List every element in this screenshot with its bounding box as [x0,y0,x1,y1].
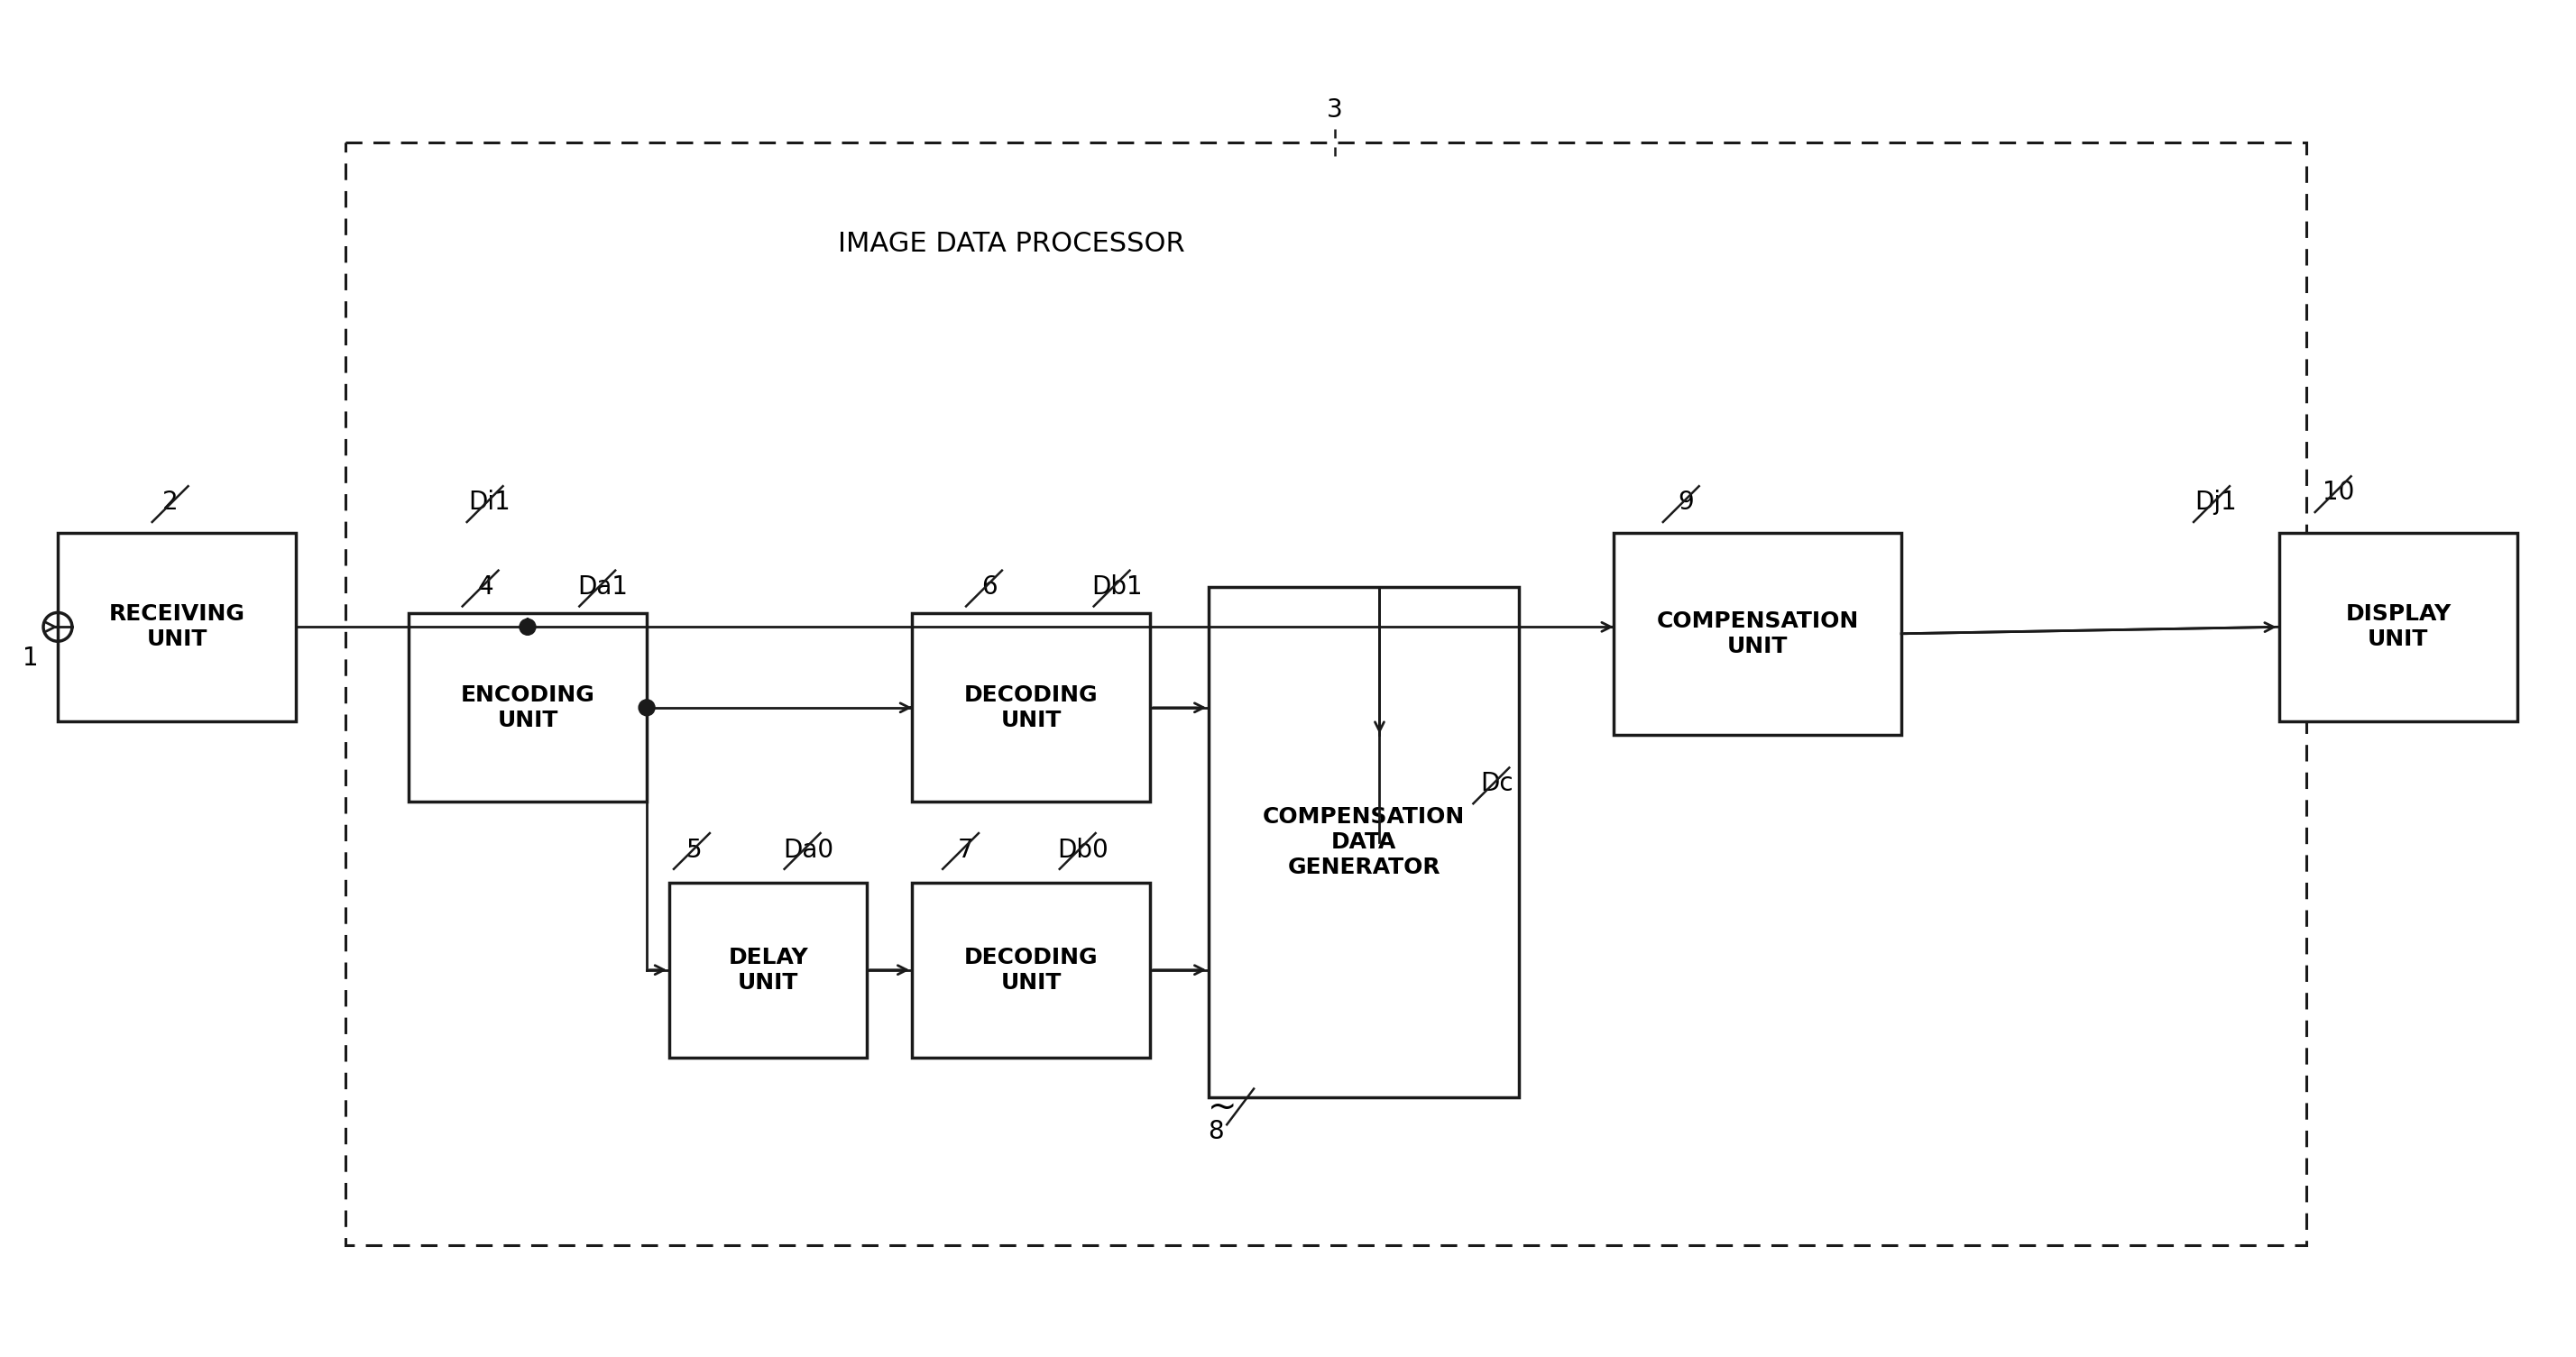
Text: COMPENSATION
DATA
GENERATOR: COMPENSATION DATA GENERATOR [1262,806,1466,878]
Bar [1208,586,1520,1098]
Text: 9: 9 [1677,490,1692,514]
Text: DECODING
UNIT: DECODING UNIT [963,947,1097,993]
Bar [912,613,1151,802]
Bar [912,882,1151,1057]
Text: Db1: Db1 [1092,574,1144,600]
Text: ENCODING
UNIT: ENCODING UNIT [461,684,595,731]
Bar [345,142,2306,1246]
Text: DECODING
UNIT: DECODING UNIT [963,684,1097,731]
Text: Db0: Db0 [1056,837,1108,863]
Text: IMAGE DATA PROCESSOR: IMAGE DATA PROCESSOR [837,231,1185,256]
Text: RECEIVING
UNIT: RECEIVING UNIT [108,604,245,650]
Text: 1: 1 [23,646,39,670]
Text: DELAY
UNIT: DELAY UNIT [729,947,809,993]
Text: 4: 4 [479,574,495,600]
Bar [410,613,647,802]
Text: 3: 3 [1327,96,1342,122]
Circle shape [520,619,536,635]
Text: DISPLAY
UNIT: DISPLAY UNIT [2344,604,2452,650]
Text: 10: 10 [2324,480,2354,505]
Bar [57,533,296,721]
Text: Da0: Da0 [783,837,835,863]
Bar [670,882,868,1057]
Bar [1613,533,1901,734]
Circle shape [639,700,654,715]
Text: 6: 6 [981,574,997,600]
Text: 5: 5 [685,837,703,863]
Text: Di1: Di1 [469,490,510,514]
Text: ~: ~ [1208,1090,1236,1124]
Bar [2280,533,2517,721]
Text: Dc: Dc [1481,771,1512,797]
Text: 7: 7 [958,837,974,863]
Text: 8: 8 [1208,1120,1224,1144]
Text: 2: 2 [162,490,178,514]
Text: Dj1: Dj1 [2195,490,2236,514]
Text: COMPENSATION
UNIT: COMPENSATION UNIT [1656,611,1857,657]
Text: Da1: Da1 [577,574,629,600]
